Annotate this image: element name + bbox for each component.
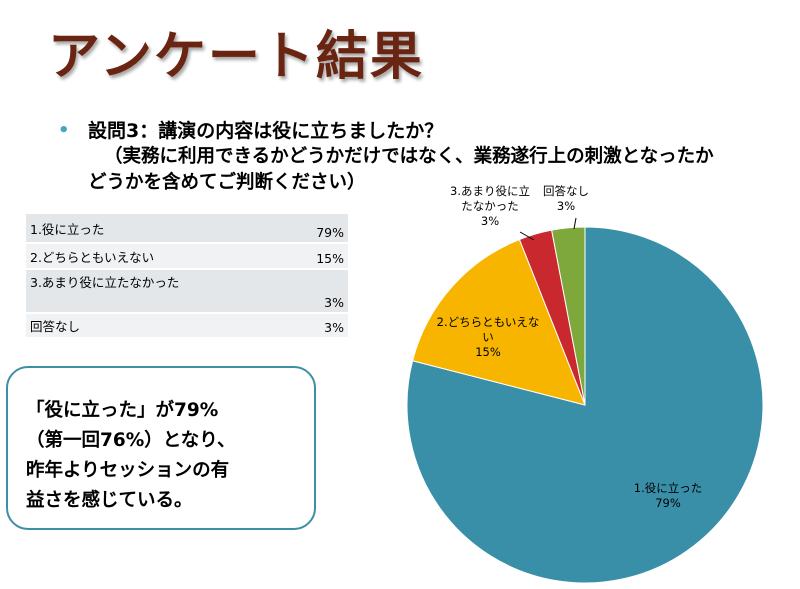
callout-line: 益さを感じている。	[26, 490, 193, 511]
callout-line: （第一回76%）となり、	[26, 430, 236, 451]
table-cell-label: 回答なし	[26, 313, 249, 339]
slide-title: アンケート結果	[48, 27, 424, 87]
slice-label: 1.役に立った 79%	[634, 481, 702, 510]
pie-slice	[551, 226, 586, 406]
table-row: 3.あまり役に立たなかった 3%	[26, 269, 348, 314]
bullet-icon: •	[58, 120, 70, 141]
table-cell-label: 2.どちらともいえない	[26, 243, 249, 270]
question-line-3: どうかを含めてご判断ください）	[88, 172, 366, 193]
pie-slice	[411, 238, 586, 406]
slice-label: 回答なし 3%	[543, 184, 589, 213]
pie-slice	[406, 226, 764, 584]
leader-line	[519, 231, 535, 241]
table-cell-value: 3%	[249, 269, 348, 314]
table-row: 1.役に立った 79%	[26, 214, 348, 244]
slice-label: 3.あまり役に立たなかった 3%	[450, 184, 530, 228]
table-cell-value: 3%	[249, 313, 348, 339]
summary-callout: 「役に立った」が79% （第一回76%）となり、 昨年よりセッションの有 益さを…	[6, 366, 316, 530]
callout-line: 「役に立った」が79%	[26, 400, 219, 421]
question-line-2: （実務に利用できるかどうかだけではなく、業務遂行上の刺激となったか	[104, 146, 714, 167]
results-table: 1.役に立った 79% 2.どちらともいえない 15% 3.あまり役に立たなかっ…	[26, 214, 348, 339]
callout-line: 昨年よりセッションの有	[26, 460, 230, 481]
table-row: 回答なし 3%	[26, 313, 348, 339]
slice-label: 2.どちらともいえない 15%	[437, 315, 540, 359]
table-cell-value: 15%	[249, 243, 348, 270]
table-cell-label: 1.役に立った	[26, 214, 249, 244]
table-cell-value: 79%	[249, 214, 348, 244]
table-row: 2.どちらともいえない 15%	[26, 243, 348, 270]
question-line-1: 設問3：講演の内容は役に立ちましたか？	[88, 120, 444, 142]
leader-line	[573, 217, 577, 230]
table-cell-label: 3.あまり役に立たなかった	[26, 269, 249, 314]
